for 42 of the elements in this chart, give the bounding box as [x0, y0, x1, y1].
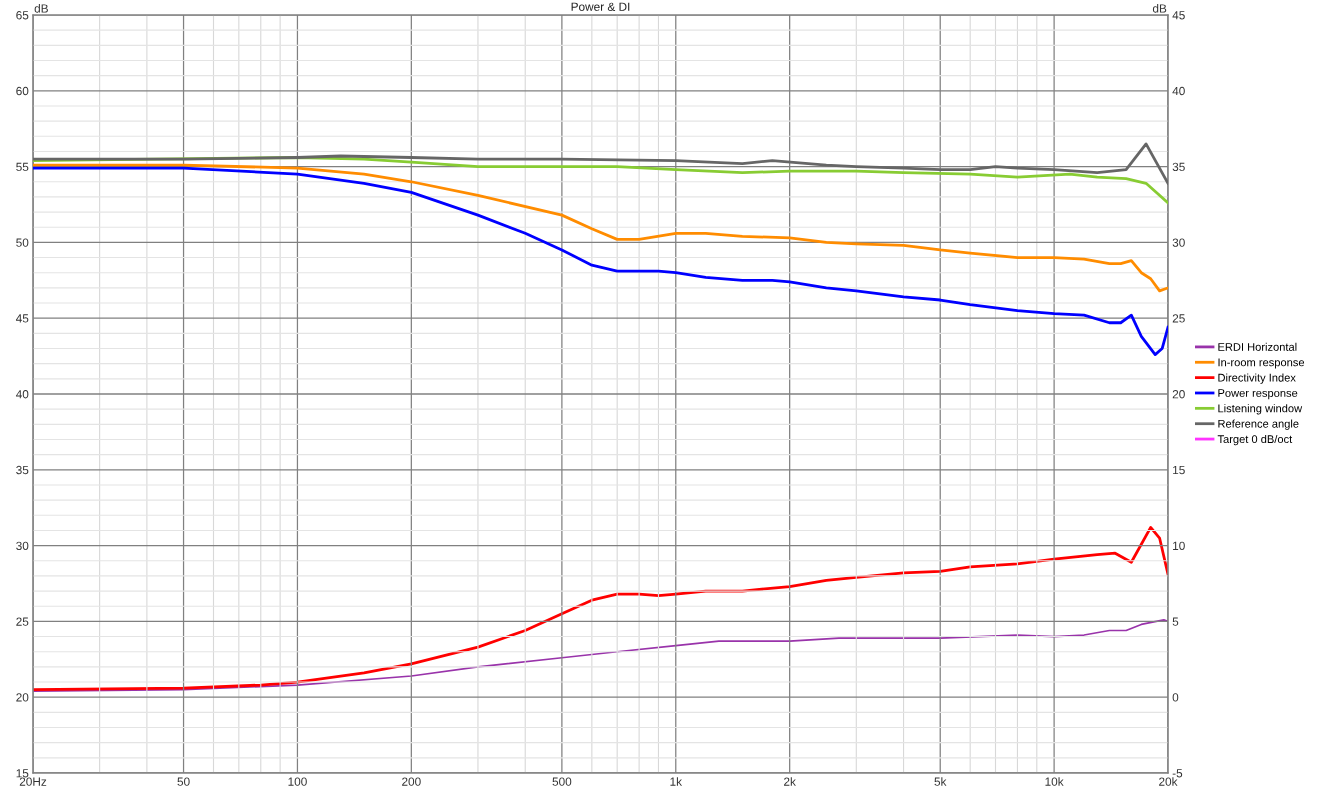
x-tick-label: 20Hz [19, 777, 47, 786]
y2-tick-label: 0 [1172, 693, 1179, 702]
y-tick-label: 35 [16, 465, 29, 475]
y-tick-label: 30 [16, 541, 29, 550]
y-tick-label: 45 [15, 314, 29, 323]
y2-tick-label: 15 [1173, 465, 1185, 475]
y-tick-label: 25 [16, 617, 29, 626]
y-axis-title: dB [34, 4, 48, 13]
x-tick-label: 1k [670, 777, 683, 786]
x-tick-label: 200 [402, 777, 421, 786]
y2-tick-label: 35 [1172, 162, 1185, 171]
y-tick-label: 20 [16, 693, 29, 702]
legend-label: In-room response [1218, 358, 1305, 369]
y-tick-label: 15 [16, 769, 29, 778]
y2-tick-label: -5 [1172, 769, 1183, 778]
x-tick-label: 20k [1159, 777, 1178, 786]
legend-label: Listening window [1218, 404, 1303, 415]
y-tick-label: 65 [16, 11, 29, 20]
legend-label: Reference angle [1218, 419, 1299, 430]
y2-tick-label: 45 [1172, 11, 1185, 20]
y-tick-label: 50 [16, 238, 29, 247]
y-tick-label: 55 [16, 162, 29, 171]
x-tick-label: 10k [1045, 777, 1064, 786]
legend-label: ERDI Horizontal [1218, 342, 1297, 351]
chart-title: Power & DI [571, 2, 630, 11]
legend-label: Directivity Index [1218, 373, 1296, 384]
y2-axis-title: dB [1152, 4, 1167, 13]
y-tick-label: 60 [16, 86, 29, 96]
y2-tick-label: 30 [1172, 238, 1185, 247]
x-tick-label: 5k [934, 777, 947, 786]
x-tick-label: 500 [552, 777, 572, 786]
y2-tick-label: 20 [1172, 390, 1185, 399]
legend-label: Target 0 dB/oct [1217, 434, 1293, 446]
y2-tick-label: 5 [1172, 617, 1179, 626]
y2-tick-label: 25 [1172, 314, 1185, 323]
x-tick-label: 100 [288, 777, 307, 786]
y2-tick-label: 40 [1172, 86, 1185, 96]
y2-tick-label: 10 [1173, 541, 1185, 550]
y-tick-label: 40 [15, 390, 29, 399]
legend-label: Power response [1218, 389, 1298, 400]
x-tick-label: 50 [177, 777, 190, 786]
x-tick-label: 2k [784, 777, 796, 786]
